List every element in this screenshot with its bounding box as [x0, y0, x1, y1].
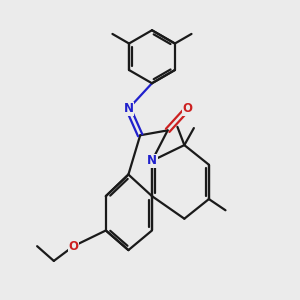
Text: O: O [182, 102, 192, 115]
Text: N: N [123, 102, 134, 115]
Text: O: O [68, 240, 78, 253]
Text: N: N [147, 154, 157, 167]
